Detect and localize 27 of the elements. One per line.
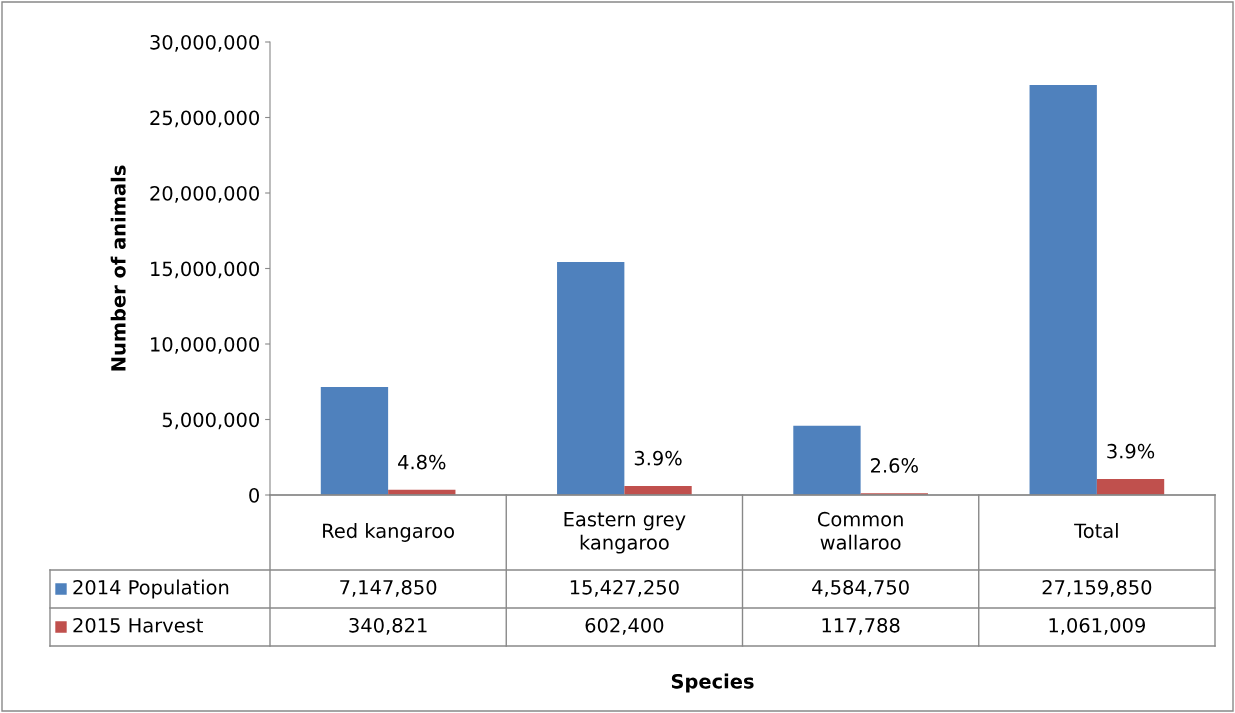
y-axis-title: Number of animals — [110, 165, 126, 371]
x-tick-label: Common wallaroo — [817, 511, 903, 550]
x-tick-label: Total — [1074, 523, 1118, 539]
legend-label: 2014 Population — [73, 579, 229, 599]
text: Species — [671, 673, 754, 693]
y-tick-label: 20,000,000 — [150, 185, 259, 203]
y-tick-label: 10,000,000 — [151, 336, 259, 354]
y-tick-label: 30,000,000 — [150, 34, 259, 52]
annotation: 4.8% — [398, 454, 446, 470]
y-tick-label: 25,000,000 — [150, 110, 259, 128]
annotation: 3.9% — [634, 450, 682, 466]
data-label: 1,061,009 — [1049, 617, 1145, 635]
data-label: 15,427,250 — [570, 579, 679, 597]
data-label: 340,821 — [349, 617, 427, 635]
legend-label: 2015 Harvest — [73, 617, 203, 633]
y-tick-label: 0 — [249, 487, 259, 503]
y-tick-label: 15,000,000 — [151, 261, 259, 279]
annotation: 3.9% — [1107, 443, 1155, 459]
data-label: 117,788 — [822, 617, 900, 635]
x-tick-label: Red kangaroo — [323, 523, 454, 542]
data-label: 4,584,750 — [812, 579, 909, 597]
data-label: 7,147,850 — [340, 579, 437, 597]
y-tick-label: 5,000,000 — [162, 412, 259, 430]
data-label: 27,159,850 — [1042, 579, 1152, 597]
data-label: 602,400 — [585, 617, 664, 635]
annotation: 2.6% — [871, 458, 918, 473]
x-tick-label: Eastern grey kangaroo — [564, 512, 686, 554]
